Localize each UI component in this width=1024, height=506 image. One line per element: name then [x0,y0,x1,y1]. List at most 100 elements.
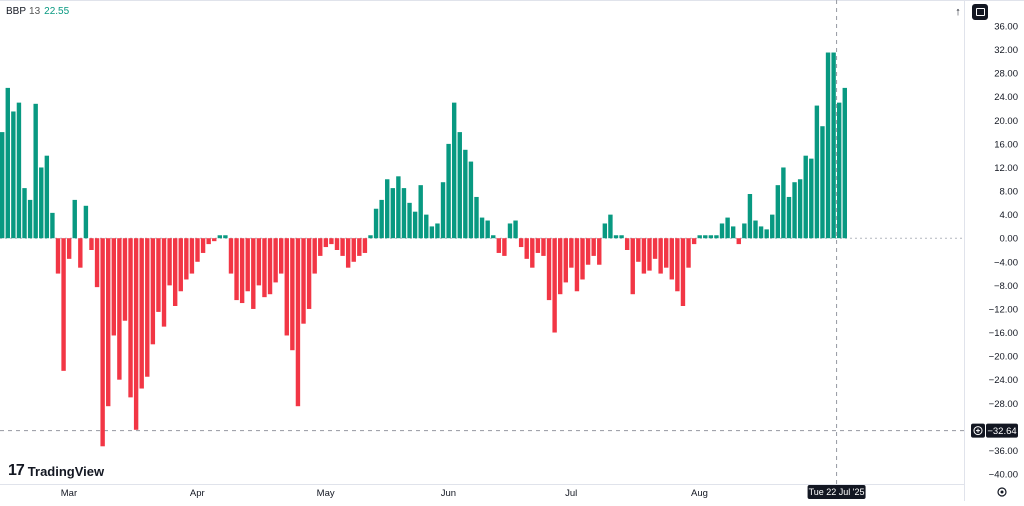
histogram-bar[interactable] [345,238,351,268]
histogram-bar[interactable] [535,238,541,253]
histogram-bar[interactable] [786,196,792,239]
histogram-bar[interactable] [463,149,468,239]
histogram-bar[interactable] [145,238,150,377]
histogram-bar[interactable] [608,214,613,239]
histogram-bar[interactable] [814,105,820,239]
histogram-bar[interactable] [178,238,183,292]
histogram-bar[interactable] [111,238,116,336]
histogram-bar[interactable] [797,179,803,239]
histogram-bar[interactable] [820,126,825,239]
histogram-bar[interactable] [122,238,128,321]
histogram-bar[interactable] [228,238,234,274]
histogram-bar[interactable] [558,238,563,295]
histogram-bar[interactable] [83,205,89,239]
histogram-bar[interactable] [825,52,831,239]
histogram-bar[interactable] [675,238,680,292]
histogram-bar[interactable] [117,238,122,380]
histogram-bar[interactable] [234,238,239,301]
histogram-bar[interactable] [424,214,429,239]
histogram-bar[interactable] [485,220,490,239]
histogram-bar[interactable] [33,103,38,239]
histogram-bar[interactable] [407,202,412,239]
histogram-bar[interactable] [524,238,529,259]
histogram-bar[interactable] [312,238,317,274]
histogram-bar[interactable] [624,238,630,250]
histogram-bar[interactable] [842,87,847,239]
histogram-bar[interactable] [150,238,156,345]
histogram-bar[interactable] [100,238,105,447]
histogram-bar[interactable] [128,238,133,398]
histogram-bar[interactable] [563,238,568,283]
histogram-bar[interactable] [680,238,686,306]
histogram-bar[interactable] [736,238,741,245]
panel-toggle-icon[interactable] [972,4,988,20]
histogram-bar[interactable] [658,238,663,274]
histogram-bar[interactable] [518,238,524,248]
histogram-bar[interactable] [94,238,100,288]
histogram-bar[interactable] [245,238,250,292]
histogram-bar[interactable] [552,238,557,333]
histogram-bar[interactable] [373,208,379,239]
histogram-bar[interactable] [301,238,306,324]
histogram-bar[interactable] [669,238,674,280]
histogram-bar[interactable] [39,167,44,239]
histogram-bar[interactable] [507,223,513,239]
histogram-bar[interactable] [758,226,764,239]
histogram-bar[interactable] [323,238,329,248]
histogram-bar[interactable] [585,238,591,265]
histogram-bar[interactable] [429,226,435,239]
histogram-bar[interactable] [440,182,446,239]
histogram-bar[interactable] [708,235,714,239]
histogram-bar[interactable] [580,238,585,280]
histogram-bar[interactable] [781,167,786,239]
histogram-bar[interactable] [390,188,395,239]
histogram-bar[interactable] [831,52,836,239]
histogram-bar[interactable] [78,238,83,268]
histogram-bar[interactable] [591,238,596,256]
histogram-bar[interactable] [401,188,407,239]
histogram-bar[interactable] [446,143,451,239]
histogram-bar[interactable] [251,238,256,309]
histogram-bar[interactable] [451,102,457,239]
plus-circle-icon[interactable] [971,423,985,438]
histogram-bar[interactable] [262,238,267,298]
histogram-bar[interactable] [792,182,797,239]
histogram-bar[interactable] [630,238,635,295]
histogram-bar[interactable] [479,217,485,239]
histogram-bar[interactable] [273,238,278,283]
histogram-bar[interactable] [284,238,289,336]
histogram-bar[interactable] [703,235,708,239]
histogram-bar[interactable] [55,238,61,274]
histogram-bar[interactable] [491,235,496,239]
histogram-bar[interactable] [334,238,340,250]
histogram-bar[interactable] [742,223,747,239]
histogram-bar[interactable] [267,238,273,295]
histogram-bar[interactable] [775,185,781,239]
histogram-bar[interactable] [468,161,474,239]
histogram-bar[interactable] [279,238,284,274]
histogram-bar[interactable] [385,179,390,239]
histogram-bar[interactable] [803,155,808,239]
histogram-bar[interactable] [770,214,775,239]
histogram-bar[interactable] [613,235,619,239]
histogram-bar[interactable] [435,223,440,239]
histogram-bar[interactable] [256,238,262,286]
histogram-bar[interactable] [574,238,580,292]
histogram-bar[interactable] [89,238,94,250]
histogram-bar[interactable] [474,196,479,239]
histogram-bar[interactable] [161,238,167,327]
histogram-bar[interactable] [719,223,725,239]
histogram-bar[interactable] [418,185,423,239]
histogram-bar[interactable] [368,235,373,239]
histogram-bar[interactable] [139,238,144,389]
histogram-bar[interactable] [357,238,362,256]
histogram-bar[interactable] [16,102,22,239]
histogram-bar[interactable] [318,238,323,256]
histogram-bar[interactable] [239,238,245,304]
histogram-bar[interactable] [664,238,669,268]
tradingview-logo[interactable]: 17 TradingView [8,462,104,480]
histogram-bar[interactable] [686,238,691,268]
histogram-bar[interactable] [106,238,111,407]
histogram-bar[interactable] [167,238,172,286]
